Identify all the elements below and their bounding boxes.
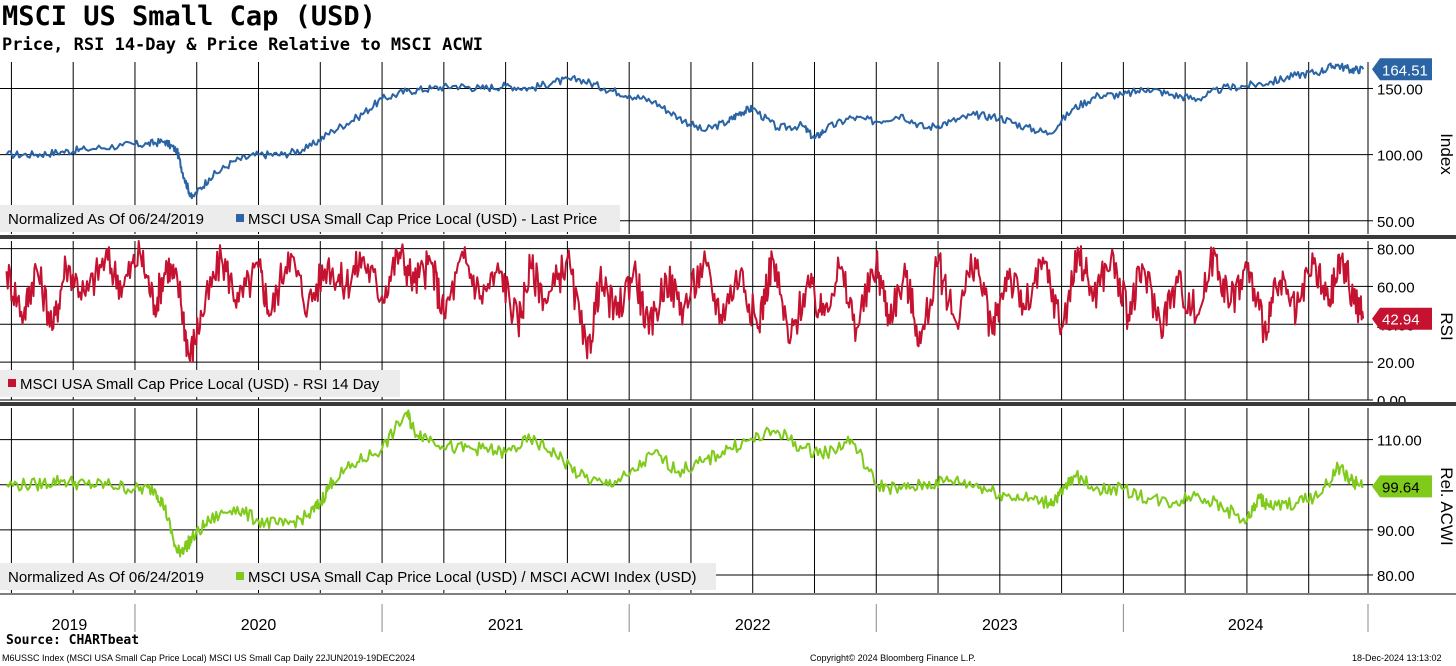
ytick-label: 100.00 <box>1377 148 1423 165</box>
panel-price: 50.00 100.00 150.00 Index 164.51 Normalized A… <box>0 58 1456 234</box>
last-value-tag <box>1372 58 1432 81</box>
axis-title: Index <box>1437 133 1456 175</box>
ticker-info: M6USSC Index (MSCI USA Small Cap Price L… <box>2 653 416 663</box>
last-value-label: 164.51 <box>1382 62 1428 79</box>
last-value-label: 99.64 <box>1382 479 1420 496</box>
legend-box <box>0 205 620 232</box>
legend-swatch <box>8 379 16 387</box>
copyright-notice: Copyright© 2024 Bloomberg Finance L.P. <box>810 653 976 663</box>
ytick-label: 0.00 <box>1377 393 1406 410</box>
ytick-label: 150.00 <box>1377 81 1423 98</box>
timestamp: 18-Dec-2024 13:13:02 <box>1352 653 1442 663</box>
ytick-label: 20.00 <box>1377 355 1415 372</box>
chart-subtitle: Price, RSI 14-Day & Price Relative to MS… <box>2 35 484 55</box>
ytick-label: 110.00 <box>1377 433 1422 450</box>
axis-title: RSI <box>1437 312 1456 340</box>
year-label: 2022 <box>735 617 771 634</box>
last-value-label: 42.94 <box>1382 312 1420 329</box>
ytick-label: 50.00 <box>1377 214 1415 231</box>
legend-swatch <box>236 572 244 580</box>
year-label: 2023 <box>982 617 1018 634</box>
ytick-label: 80.00 <box>1377 568 1415 585</box>
last-value-tag <box>1372 307 1432 330</box>
year-label: 2021 <box>488 617 524 634</box>
ytick-label: 80.00 <box>1377 242 1415 259</box>
series-line-price[interactable] <box>5 62 1365 200</box>
series-line-relative[interactable] <box>5 409 1364 558</box>
series-line-rsi[interactable] <box>5 240 1365 363</box>
legend-prefix: Normalized As Of 06/24/2019 <box>8 211 204 228</box>
legend-swatch <box>236 214 244 222</box>
legend-label: MSCI USA Small Cap Price Local (USD) - L… <box>248 211 597 228</box>
legend-label: MSCI USA Small Cap Price Local (USD) / M… <box>248 569 696 586</box>
year-label: 2024 <box>1228 617 1264 634</box>
panel-separator <box>0 402 1456 406</box>
chart-title: MSCI US Small Cap (USD) <box>2 1 376 32</box>
panel-separator <box>0 235 1456 239</box>
legend-label: MSCI USA Small Cap Price Local (USD) - R… <box>20 376 380 393</box>
source-label: Source: CHARTbeat <box>6 633 140 648</box>
legend-box <box>0 370 400 397</box>
ytick-label: 90.00 <box>1377 523 1415 540</box>
year-label: 2019 <box>52 617 88 634</box>
x-axis: 2019 2020 2021 2022 2023 2024 <box>52 604 1369 634</box>
legend-box <box>0 563 716 590</box>
ytick-label: 60.00 <box>1377 279 1415 296</box>
last-value-tag <box>1372 475 1432 498</box>
year-label: 2020 <box>241 617 277 634</box>
axis-title: Rel. ACWI <box>1437 467 1456 545</box>
legend-prefix: Normalized As Of 06/24/2019 <box>8 569 204 586</box>
